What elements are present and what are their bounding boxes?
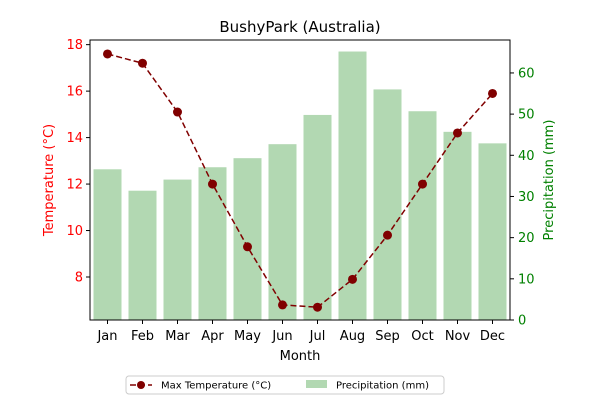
temperature-line	[107, 53, 494, 308]
left-y-tick-label: 18	[66, 38, 83, 53]
precipitation-bar-dec	[478, 143, 507, 320]
temperature-point-jul	[313, 302, 322, 312]
right-y-tick-label: 60	[518, 66, 535, 81]
temperature-point-jan	[103, 49, 112, 59]
legend-dot-marker	[137, 381, 145, 389]
precipitation-bar-feb	[128, 190, 157, 320]
precipitation-bar-jun	[268, 144, 297, 320]
left-y-tick-label: 10	[66, 224, 83, 239]
chart-title: BushyPark (Australia)	[219, 18, 380, 36]
precipitation-bar-sep	[373, 89, 402, 320]
right-axis-label: Precipitation (mm)	[542, 120, 557, 241]
legend: Max Temperature (°C) Precipitation (mm)	[125, 375, 445, 395]
precipitation-bar-jul	[303, 114, 332, 320]
x-tick-label: Feb	[131, 329, 154, 344]
right-y-axis: 0 10 20 30 40 50 60	[510, 66, 535, 329]
precipitation-bar-jan	[93, 169, 122, 320]
x-tick-label: Mar	[165, 329, 190, 344]
x-tick-label: Jun	[271, 329, 292, 344]
right-y-tick-label: 0	[518, 314, 526, 329]
right-y-tick-label: 50	[518, 108, 535, 123]
x-tick-label: Dec	[480, 329, 505, 344]
left-axis-label: Temperature (°C)	[42, 124, 57, 237]
temperature-point-nov	[453, 128, 462, 138]
temperature-point-oct	[418, 179, 427, 189]
precipitation-bars	[93, 51, 507, 320]
x-tick-label: Jan	[96, 329, 117, 344]
temperature-point-dec	[488, 88, 497, 98]
temperature-point-sep	[383, 230, 392, 240]
left-y-tick-label: 12	[66, 178, 83, 193]
temperature-point-jun	[278, 300, 287, 310]
temperature-point-feb	[138, 58, 147, 68]
right-y-tick-label: 30	[518, 190, 535, 205]
left-y-tick-label: 8	[75, 271, 83, 286]
precipitation-bar-oct	[408, 111, 437, 320]
x-tick-label: May	[234, 329, 261, 344]
x-tick-label: Oct	[411, 329, 433, 344]
right-y-tick-label: 10	[518, 272, 535, 287]
x-tick-label: Jul	[309, 329, 326, 344]
x-tick-label: Aug	[340, 329, 365, 344]
left-y-tick-label: 14	[66, 131, 83, 146]
left-y-axis: 8 10 12 14 16 18	[66, 38, 90, 286]
temperature-point-may	[243, 242, 252, 252]
left-y-tick-label: 16	[66, 85, 83, 100]
x-tick-label: Nov	[445, 329, 471, 344]
legend-label-precipitation: Precipitation (mm)	[336, 381, 429, 392]
right-y-tick-label: 20	[518, 231, 535, 246]
temperature-point-mar	[173, 107, 182, 117]
temperature-point-aug	[348, 274, 357, 284]
x-axis: Jan Feb Mar Apr May Jun Jul Aug Sep Oct Nov Dec	[96, 320, 505, 344]
x-tick-label: Apr	[201, 329, 224, 344]
legend-bar-swatch	[306, 380, 327, 388]
legend-box	[125, 375, 445, 395]
right-y-tick-label: 40	[518, 149, 535, 164]
temperature-point-apr	[208, 179, 217, 189]
precipitation-bar-apr	[198, 167, 227, 320]
precipitation-bar-nov	[443, 131, 472, 320]
precipitation-bar-may	[233, 158, 262, 320]
precipitation-bar-mar	[163, 179, 192, 320]
plot-frame	[89, 39, 511, 321]
x-axis-label: Month	[280, 349, 321, 364]
legend-label-temperature: Max Temperature (°C)	[161, 381, 271, 392]
temperature-line-group	[103, 49, 497, 312]
x-tick-label: Sep	[375, 329, 400, 344]
